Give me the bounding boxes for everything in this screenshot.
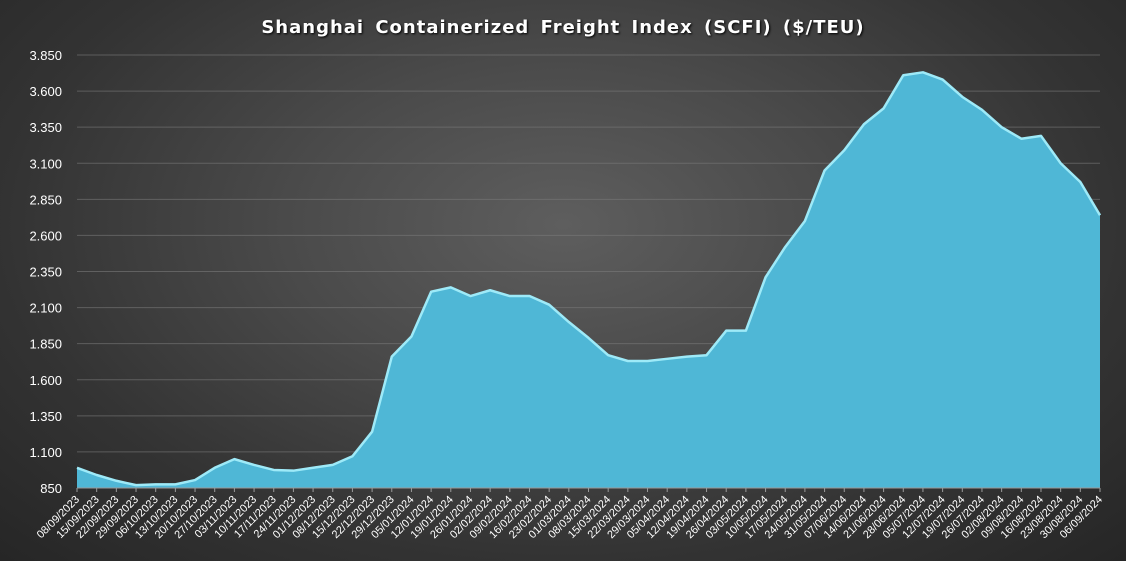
series-area	[77, 72, 1100, 488]
y-tick-label: 3.100	[29, 156, 62, 171]
series-line	[76, 71, 1102, 487]
chart-title: Shanghai Containerized Freight Index (SC…	[261, 17, 865, 38]
y-tick-label: 1.850	[29, 337, 62, 352]
y-tick-label: 2.600	[29, 228, 62, 243]
y-tick-label: 3.600	[29, 84, 62, 99]
y-tick-label: 3.850	[29, 48, 62, 63]
y-tick-label: 2.100	[29, 301, 62, 316]
y-tick-label: 1.600	[29, 373, 62, 388]
y-tick-label: 2.350	[29, 265, 62, 280]
y-tick-label: 850	[40, 481, 62, 496]
y-tick-label: 1.100	[29, 445, 62, 460]
y-tick-label: 2.850	[29, 192, 62, 207]
y-tick-label: 3.350	[29, 120, 62, 135]
y-tick-label: 1.350	[29, 409, 62, 424]
